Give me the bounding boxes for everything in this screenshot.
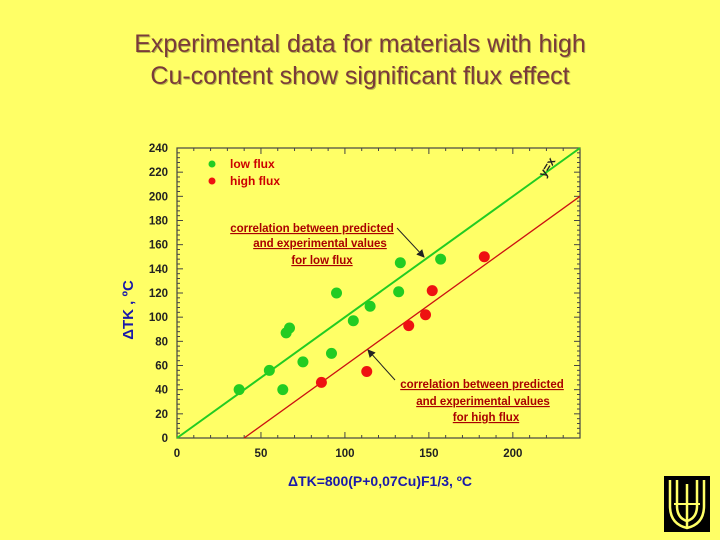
x-tick-label: 200 — [503, 448, 522, 460]
y-tick-label: 40 — [155, 385, 168, 397]
y-tick-label: 0 — [162, 433, 168, 445]
annotation-low-flux: correlation between predicted and experi… — [230, 223, 394, 267]
x-axis-label: ΔTK=800(P+0,07Cu)F1/3, ºC — [288, 473, 472, 489]
annotation-low-line-1: correlation between predicted — [230, 223, 394, 235]
y-tick-label: 200 — [149, 191, 168, 203]
axis-ticks: 0 20 40 60 80 100 120 140 160 180 200 220 240 0 50 100 1… — [149, 143, 581, 460]
annotation-high-line-1: correlation between predicted — [400, 379, 564, 391]
annotation-high-arrow — [367, 349, 396, 381]
y-tick-label: 220 — [149, 167, 168, 179]
title-line-1: Experimental data for materials with hig… — [134, 30, 586, 58]
high-flux-point — [361, 366, 373, 378]
high-flux-point — [478, 251, 490, 263]
y-tick-label: 120 — [149, 288, 168, 300]
low-flux-point — [347, 315, 359, 327]
high-flux-point — [315, 376, 327, 388]
low-flux-point — [364, 300, 376, 312]
annotation-low-line-2: and experimental values — [253, 238, 387, 250]
y-tick-label: 240 — [149, 143, 168, 155]
institute-logo — [664, 476, 710, 532]
legend-label-low-flux: low flux — [230, 157, 275, 171]
red-line — [243, 195, 581, 439]
annotation-high-flux: correlation between predicted and experi… — [400, 379, 564, 424]
title-line-2: Cu-content show significant flux effect — [150, 62, 570, 90]
x-tick-label: 50 — [255, 448, 268, 460]
annotation-low-arrow — [396, 227, 425, 258]
y-tick-label: 80 — [155, 336, 168, 348]
x-tick-label: 100 — [335, 448, 354, 460]
legend-marker-high-flux — [208, 177, 216, 185]
y-tick-label: 160 — [149, 240, 168, 252]
annotation-high-line-2: and experimental values — [416, 396, 550, 408]
low-flux-point — [233, 384, 245, 396]
y-axis-label: ΔTK , ºC — [120, 280, 137, 340]
y-tick-label: 140 — [149, 264, 168, 276]
y-tick-label: 180 — [149, 216, 168, 228]
low-flux-point — [277, 384, 289, 396]
low-flux-point — [331, 287, 343, 299]
annotation-low-line-3: for low flux — [291, 255, 353, 267]
low-flux-point — [284, 322, 296, 334]
y-tick-label: 20 — [155, 409, 168, 421]
high-flux-point — [420, 309, 432, 321]
legend-marker-low-flux — [208, 160, 216, 168]
low-flux-point — [325, 347, 337, 359]
low-flux-point — [297, 356, 309, 368]
low-flux-point — [263, 364, 275, 376]
high-flux-point — [426, 285, 438, 297]
legend-label-high-flux: high flux — [230, 174, 280, 188]
legend: low flux high flux — [208, 157, 280, 188]
high-flux-point — [403, 320, 415, 332]
x-tick-label: 0 — [174, 448, 180, 460]
x-tick-label: 150 — [419, 448, 438, 460]
low-flux-point — [394, 257, 406, 269]
data-points — [233, 251, 490, 396]
annotation-high-line-3: for high flux — [453, 412, 520, 424]
low-flux-point — [393, 286, 405, 298]
y-tick-label: 100 — [149, 312, 168, 324]
y-tick-label: 60 — [155, 361, 168, 373]
low-flux-point — [435, 253, 447, 265]
slide-title: Experimental data for materials with hig… — [0, 28, 720, 92]
